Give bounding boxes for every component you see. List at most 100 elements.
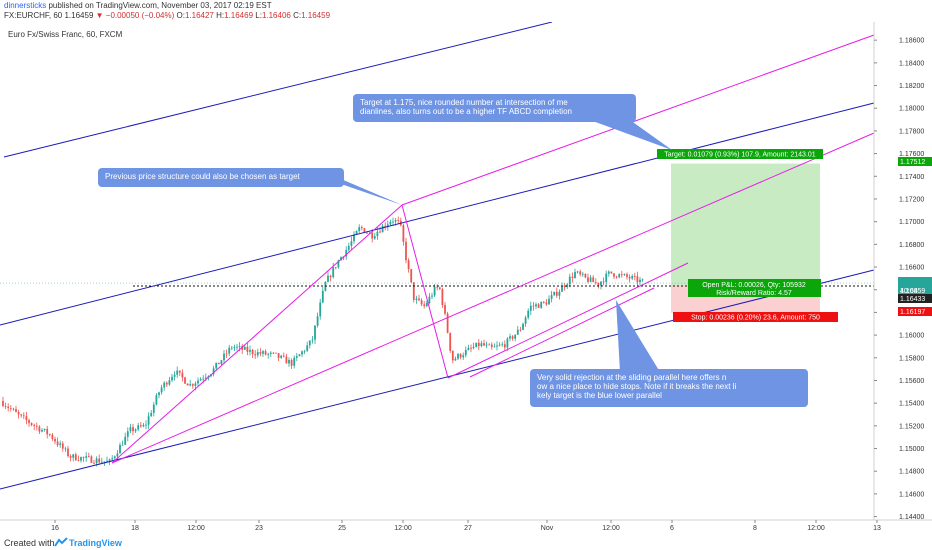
candle-body: [415, 298, 418, 300]
y-tick-label: 1.14600: [899, 491, 924, 498]
open-value: 1.16427: [184, 11, 214, 20]
candle-body: [327, 275, 329, 282]
candle-body: [485, 344, 488, 346]
candle-body: [503, 344, 506, 348]
candle-body: [20, 414, 23, 416]
published-text: published on TradingView.com, November 0…: [48, 1, 272, 10]
candle-body: [623, 274, 626, 275]
candle-body: [576, 271, 579, 273]
candle-body: [67, 448, 69, 457]
tradingview-brand[interactable]: TradingView: [69, 538, 122, 548]
candle-body: [181, 372, 184, 378]
candle-body: [594, 282, 597, 283]
x-tick-label: 12:00: [187, 525, 205, 532]
candle-body: [150, 412, 153, 417]
x-tick-label: 13: [873, 525, 881, 532]
change-text: ▼ −0.00050 (−0.04%): [95, 11, 175, 20]
o-label: O:: [176, 11, 185, 20]
candle-body: [25, 416, 28, 421]
candle-body: [113, 456, 116, 459]
candle-body: [493, 346, 496, 348]
candle-body: [433, 286, 436, 296]
candle-body: [272, 352, 275, 354]
candle-body: [532, 305, 535, 307]
candle-body: [259, 352, 262, 354]
candle-body: [371, 232, 374, 239]
candle-body: [480, 343, 483, 347]
price-chart[interactable]: Euro Fx/Swiss Franc, 60, FXCM Target: 0.…: [0, 22, 932, 536]
magenta-upper-parallel: [401, 34, 875, 206]
x-tick-label: 12:00: [807, 525, 825, 532]
target-zone: [671, 163, 820, 286]
candle-body: [199, 379, 202, 381]
callout-rejection: Very solid rejection at the sliding para…: [530, 300, 808, 407]
candle-body: [225, 353, 228, 355]
candle-body: [228, 347, 231, 354]
candle-body: [446, 313, 449, 333]
candle-body: [246, 346, 249, 352]
candle-body: [233, 347, 236, 348]
risk-reward-text: Risk/Reward Ratio: 4.57: [716, 290, 792, 297]
candle-body: [106, 460, 108, 462]
candle-body: [334, 267, 337, 269]
candle-body: [168, 380, 171, 385]
candle-body: [251, 349, 254, 355]
candle-body: [311, 339, 314, 341]
candle-body: [470, 347, 472, 349]
candle-body: [472, 347, 475, 349]
candle-body: [303, 350, 306, 352]
callout-rejection-pointer: [616, 300, 660, 372]
candle-body: [230, 347, 233, 349]
candle-body: [615, 276, 618, 278]
candle-body: [90, 456, 93, 463]
candle-body: [516, 329, 519, 335]
candle-body: [43, 428, 46, 431]
candle-body: [639, 279, 641, 283]
candle-body: [30, 423, 33, 425]
candle-body: [51, 434, 54, 439]
candle-body: [589, 277, 592, 282]
candle-body: [384, 225, 387, 228]
candle-body: [35, 425, 38, 427]
candle-body: [379, 231, 381, 233]
candle-body: [620, 274, 623, 276]
c-label: C:: [293, 11, 302, 20]
candle-body: [119, 444, 121, 454]
candle-body: [581, 273, 584, 275]
candle-body: [116, 453, 119, 457]
candle-body: [626, 274, 628, 277]
candle-body: [256, 352, 259, 356]
footer-bar: Created with TradingView: [0, 536, 932, 550]
candle-body: [280, 355, 283, 358]
candle-body: [69, 456, 72, 458]
candle-body: [290, 359, 293, 366]
candle-body: [584, 273, 587, 278]
candle-body: [238, 345, 241, 347]
candle-body: [48, 434, 51, 436]
y-tick-label: 1.17400: [899, 174, 924, 181]
candle-body: [82, 457, 85, 458]
candle-body: [194, 383, 197, 386]
y-tick-label: 1.18400: [899, 60, 924, 67]
y-tick-label: 1.15400: [899, 401, 924, 408]
candle-body: [241, 345, 244, 350]
candle-body: [579, 271, 582, 275]
candle-body: [449, 332, 452, 351]
author-username[interactable]: dinnersticks: [4, 1, 47, 10]
candle-body: [22, 415, 25, 417]
candle-body: [574, 271, 576, 278]
candle-body: [306, 345, 309, 351]
candle-body: [509, 336, 511, 339]
candle-body: [293, 357, 296, 366]
target-price-label-bg: [898, 157, 932, 166]
candle-body: [462, 355, 465, 358]
x-tick-label: 27: [464, 525, 472, 532]
candle-body: [178, 370, 181, 373]
candle-body: [418, 298, 420, 301]
y-tick-label: 1.15200: [899, 423, 924, 430]
stop-price-label-bg: [898, 307, 932, 316]
x-tick-label: Nov: [541, 525, 554, 532]
candle-body: [100, 461, 103, 463]
pnl-text: Open P&L: 0.00026, Qty: 105932: [702, 282, 806, 289]
candle-body: [350, 241, 353, 246]
